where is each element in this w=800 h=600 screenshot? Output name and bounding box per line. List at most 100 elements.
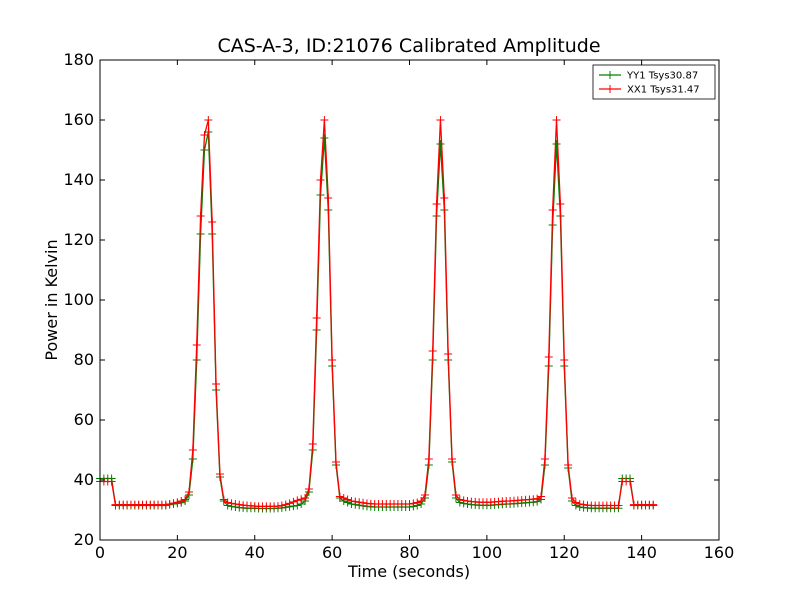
- x-tick-label: 100: [472, 543, 503, 562]
- data-point: [556, 200, 565, 208]
- series-1: [96, 116, 658, 511]
- data-point: [355, 498, 364, 507]
- data-point: [177, 497, 186, 505]
- data-point: [204, 116, 213, 124]
- data-point: [188, 446, 197, 454]
- legend-marker-0: [606, 71, 614, 79]
- data-point: [223, 498, 232, 507]
- data-point: [335, 492, 344, 501]
- data-point: [571, 498, 580, 507]
- legend-box: [592, 64, 716, 100]
- y-tick-label: 20: [74, 530, 94, 549]
- data-point: [200, 131, 209, 139]
- data-point: [277, 501, 286, 510]
- data-point: [537, 492, 546, 501]
- data-point: [273, 502, 282, 511]
- data-point: [463, 497, 472, 505]
- data-point: [544, 353, 553, 361]
- data-point: [351, 497, 360, 506]
- series-line-0: [100, 131, 654, 510]
- y-tick-label: 160: [63, 110, 94, 129]
- data-point: [308, 440, 317, 448]
- data-point: [320, 134, 329, 142]
- data-point: [343, 495, 352, 504]
- y-tick-label: 180: [63, 50, 94, 69]
- data-point: [304, 485, 313, 493]
- data-point: [324, 194, 333, 202]
- data-point: [301, 494, 310, 502]
- data-point: [293, 496, 302, 505]
- data-point: [560, 356, 569, 364]
- data-point: [575, 500, 584, 508]
- x-tick-label: 140: [626, 543, 657, 562]
- data-point: [649, 500, 658, 509]
- data-point: [417, 497, 426, 505]
- data-point: [212, 380, 221, 388]
- legend-marker-1: [606, 85, 614, 93]
- data-point: [196, 212, 205, 220]
- data-point: [161, 500, 170, 509]
- x-tick-label: 80: [399, 543, 419, 562]
- series-line-1: [100, 119, 654, 508]
- data-point: [169, 499, 178, 508]
- data-point: [424, 455, 433, 463]
- data-point: [281, 500, 290, 509]
- data-point: [165, 500, 174, 508]
- data-point: [444, 350, 453, 358]
- series-layer: [96, 116, 658, 513]
- data-point: [215, 470, 224, 478]
- data-point: [436, 116, 445, 124]
- y-tick-label: 80: [74, 350, 94, 369]
- legend-label-1: XX1 Tsys31.47: [627, 85, 700, 96]
- data-point: [567, 494, 576, 502]
- y-tick-label: 140: [63, 170, 94, 189]
- data-point: [184, 488, 193, 496]
- data-point: [339, 494, 348, 502]
- data-point: [409, 499, 418, 508]
- data-point: [564, 461, 573, 469]
- series-0: [96, 128, 658, 513]
- data-point: [533, 494, 542, 503]
- data-point: [331, 458, 340, 466]
- data-point: [173, 498, 182, 507]
- y-tick-label: 60: [74, 410, 94, 429]
- legend: YY1 Tsys30.87 XX1 Tsys31.47: [592, 64, 716, 100]
- data-point: [359, 498, 368, 507]
- data-point: [208, 218, 217, 226]
- data-point: [614, 501, 623, 510]
- axes-layer: 0 20 40 60 80 100 120 140 1602040608010012014016…: [63, 50, 734, 562]
- plot-frame: [99, 59, 720, 541]
- data-point: [579, 500, 588, 509]
- data-point: [552, 140, 561, 148]
- data-point: [235, 500, 244, 509]
- y-tick-label: 100: [63, 290, 94, 309]
- chart-title: CAS-A-3, ID:21076 Calibrated Amplitude: [217, 35, 600, 57]
- data-point: [347, 497, 356, 505]
- data-point: [548, 206, 557, 214]
- data-point: [451, 491, 460, 499]
- data-point: [297, 495, 306, 504]
- data-point: [320, 116, 329, 124]
- y-axis-label: Power in Kelvin: [42, 239, 61, 360]
- x-tick-label: 0: [95, 543, 105, 562]
- data-point: [289, 497, 298, 506]
- data-point: [540, 455, 549, 463]
- x-tick-label: 60: [322, 543, 342, 562]
- data-point: [455, 495, 464, 504]
- x-tick-label: 20: [167, 543, 187, 562]
- data-point: [432, 200, 441, 208]
- data-point: [328, 356, 337, 364]
- legend-label-0: YY1 Tsys30.87: [626, 71, 698, 82]
- y-tick-label: 40: [74, 470, 94, 489]
- data-point: [626, 477, 635, 486]
- data-point: [181, 495, 190, 504]
- data-point: [316, 176, 325, 184]
- data-point: [436, 140, 445, 148]
- data-point: [405, 500, 414, 508]
- y-tick-label: 120: [63, 230, 94, 249]
- data-point: [440, 194, 449, 202]
- data-point: [285, 499, 294, 508]
- x-tick-label: 160: [704, 543, 735, 562]
- data-point: [413, 498, 422, 507]
